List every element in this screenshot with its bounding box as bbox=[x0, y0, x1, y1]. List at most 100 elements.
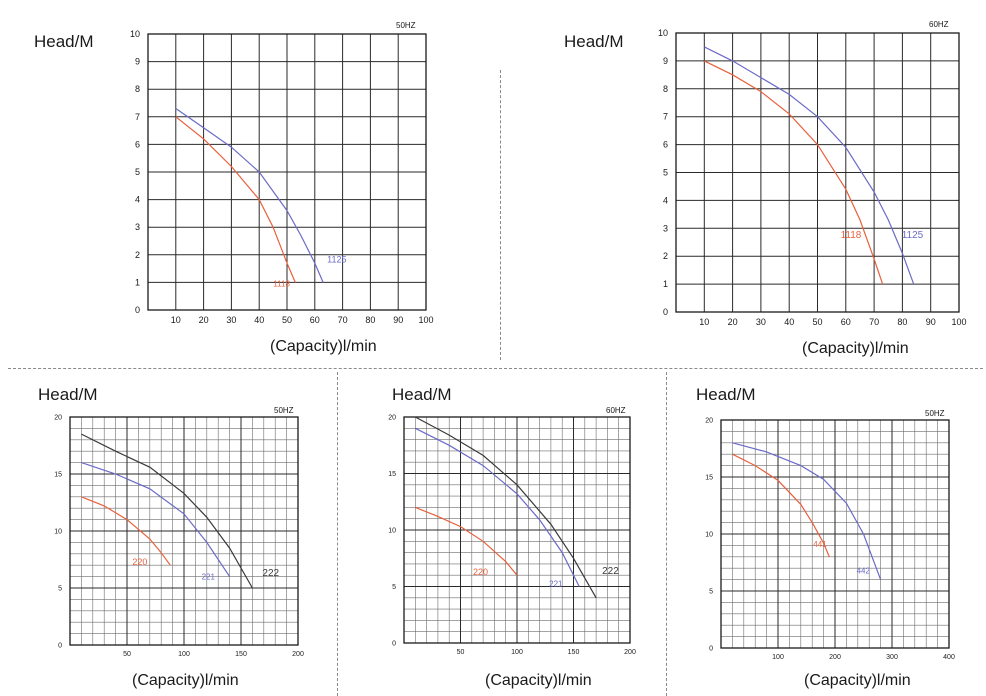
x-tick-label: 60 bbox=[310, 315, 320, 325]
x-tick-label: 40 bbox=[784, 317, 794, 327]
x-tick-label: 90 bbox=[393, 315, 403, 325]
series-label-1125: 1125 bbox=[327, 254, 346, 264]
y-tick-label: 10 bbox=[130, 29, 140, 39]
series-line-1125 bbox=[175, 108, 324, 283]
series-label-1125: 1125 bbox=[902, 230, 924, 241]
frequency-label: 50HZ bbox=[274, 406, 294, 415]
x-tick-label: 50 bbox=[812, 317, 822, 327]
panel-divider-horizontal bbox=[8, 368, 983, 369]
y-tick-label: 0 bbox=[663, 307, 668, 317]
y-tick-label: 5 bbox=[709, 588, 713, 595]
y-tick-label: 0 bbox=[709, 645, 713, 652]
x-tick-label: 80 bbox=[365, 315, 375, 325]
series-label-221: 221 bbox=[202, 573, 216, 582]
x-axis-label: (Capacity)l/min bbox=[485, 672, 592, 689]
chart-plot: 50 100 150 200 0 5 10 15 20 50HZ 220 221 222 bbox=[54, 406, 304, 658]
y-tick-label: 20 bbox=[54, 414, 62, 421]
series-label-1118: 1118 bbox=[273, 279, 290, 288]
x-tick-label: 200 bbox=[829, 654, 841, 661]
x-tick-label: 30 bbox=[756, 317, 766, 327]
series-label-222: 222 bbox=[262, 568, 279, 579]
y-tick-label: 15 bbox=[54, 471, 62, 478]
y-tick-label: 10 bbox=[705, 531, 713, 538]
plot-frame bbox=[69, 416, 299, 646]
chart-panel-1118-1125-50hz: Head/M (Capacity)l/min 10 20 30 40 50 60 70 80 9… bbox=[0, 0, 500, 365]
series-line-220 bbox=[81, 496, 171, 566]
chart-panel-1118-1125-60hz: Head/M (Capacity)l/min 10 20 30 40 50 60 70 80 9… bbox=[500, 0, 986, 365]
chart-plot: 10 20 30 40 50 60 70 80 90 100 0 1 2 3 4 5 6 7 8 9 10 50HZ 111… bbox=[130, 21, 434, 325]
series-label-442: 442 bbox=[857, 567, 871, 576]
y-tick-label: 20 bbox=[705, 417, 713, 424]
chart-panel-220-222-60hz: Head/M (Capacity)l/min 50 100 150 200 0 5 10 15… bbox=[337, 370, 666, 696]
x-tick-label: 20 bbox=[199, 315, 209, 325]
y-tick-label: 7 bbox=[135, 112, 140, 122]
x-tick-label: 200 bbox=[292, 651, 304, 658]
y-tick-label: 6 bbox=[663, 140, 668, 150]
x-tick-label: 10 bbox=[699, 317, 709, 327]
y-axis-label: Head/M bbox=[564, 32, 624, 51]
y-tick-label: 9 bbox=[135, 57, 140, 67]
x-tick-label: 100 bbox=[418, 315, 433, 325]
plot-frame bbox=[403, 416, 631, 644]
x-tick-label: 150 bbox=[568, 649, 580, 656]
x-tick-label: 30 bbox=[226, 315, 236, 325]
series-line-221 bbox=[415, 427, 580, 587]
series-line-1125 bbox=[704, 46, 915, 285]
y-tick-label: 5 bbox=[663, 168, 668, 178]
x-tick-label: 200 bbox=[624, 649, 636, 656]
series-line-1118 bbox=[175, 116, 296, 283]
x-tick-label: 70 bbox=[869, 317, 879, 327]
series-label-221: 221 bbox=[549, 580, 563, 589]
panel-divider-vertical-bottom-left bbox=[337, 372, 338, 696]
series-label-222: 222 bbox=[602, 566, 619, 577]
y-tick-label: 4 bbox=[663, 195, 668, 205]
y-tick-label: 20 bbox=[388, 414, 396, 421]
x-axis-label: (Capacity)l/min bbox=[804, 672, 911, 689]
y-tick-label: 10 bbox=[388, 527, 396, 534]
plot-frame bbox=[675, 32, 960, 313]
gridlines bbox=[404, 416, 631, 644]
y-tick-label: 3 bbox=[663, 223, 668, 233]
y-tick-label: 2 bbox=[663, 251, 668, 261]
x-axis-label: (Capacity)l/min bbox=[802, 340, 909, 357]
y-tick-label: 15 bbox=[388, 471, 396, 478]
x-tick-label: 90 bbox=[926, 317, 936, 327]
panel-divider-vertical-bottom-right bbox=[666, 372, 667, 696]
series-line-441 bbox=[732, 453, 830, 558]
y-tick-label: 1 bbox=[135, 277, 140, 287]
x-tick-label: 10 bbox=[171, 315, 181, 325]
y-axis-label: Head/M bbox=[392, 385, 452, 404]
x-axis-label: (Capacity)l/min bbox=[270, 338, 377, 355]
chart-panel-441-442-50hz: Head/M (Capacity)l/min 100 200 300 400 0 5 10 1… bbox=[666, 370, 986, 696]
y-tick-label: 3 bbox=[135, 222, 140, 232]
x-tick-label: 150 bbox=[235, 651, 247, 658]
series-label-1118: 1118 bbox=[841, 230, 862, 241]
chart-panel-220-222-50hz: Head/M (Capacity)l/min 50 100 150 200 0 5 10 15… bbox=[0, 370, 337, 696]
x-axis-label: (Capacity)l/min bbox=[132, 672, 239, 689]
y-tick-label: 15 bbox=[705, 474, 713, 481]
y-tick-label: 7 bbox=[663, 112, 668, 122]
chart-plot: 50 100 150 200 0 5 10 15 20 60HZ 220 221 222 bbox=[388, 406, 636, 656]
y-tick-label: 4 bbox=[135, 195, 140, 205]
series-label-220: 220 bbox=[473, 567, 488, 577]
gridlines bbox=[70, 416, 299, 646]
y-tick-label: 10 bbox=[54, 528, 62, 535]
y-tick-label: 6 bbox=[135, 139, 140, 149]
y-tick-label: 9 bbox=[663, 56, 668, 66]
y-tick-label: 5 bbox=[392, 584, 396, 591]
y-tick-label: 2 bbox=[135, 250, 140, 260]
chart-plot: 100 200 300 400 0 5 10 15 20 50HZ 441 442 bbox=[705, 409, 955, 661]
series-line-442 bbox=[732, 442, 882, 580]
x-tick-label: 80 bbox=[897, 317, 907, 327]
x-tick-label: 100 bbox=[951, 317, 966, 327]
x-tick-label: 50 bbox=[123, 651, 131, 658]
gridlines bbox=[148, 33, 427, 311]
plot-frame bbox=[720, 419, 950, 649]
gridlines bbox=[721, 419, 950, 649]
y-tick-label: 0 bbox=[392, 640, 396, 647]
y-tick-label: 0 bbox=[135, 305, 140, 315]
series-line-222 bbox=[415, 416, 597, 599]
x-tick-label: 70 bbox=[338, 315, 348, 325]
x-tick-label: 60 bbox=[841, 317, 851, 327]
chart-plot: 10 20 30 40 50 60 70 80 90 100 0 1 2 3 4 5 6 7 8 9 10 60HZ 111… bbox=[658, 20, 967, 327]
